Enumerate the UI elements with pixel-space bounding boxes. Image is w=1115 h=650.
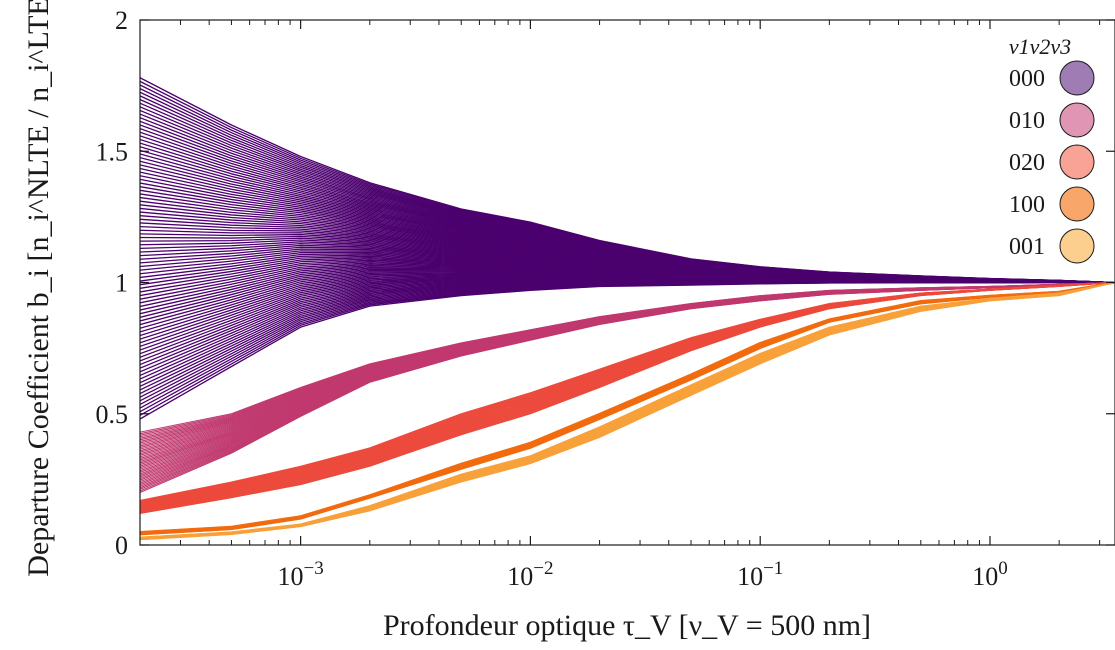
legend-label: 100 (1009, 192, 1045, 218)
y-tick-label: 0 (115, 531, 128, 560)
legend-label: 010 (1009, 108, 1045, 134)
series-001 (140, 282, 1115, 541)
x-tick-label: 10−2 (507, 558, 553, 591)
legend-item-001: 001 (1009, 228, 1095, 264)
y-tick-label: 1.5 (96, 137, 129, 166)
tick-labels-layer: 10−3 10−2 10−1 100 0 0.5 1 1.5 2 (96, 6, 1008, 591)
legend-swatch (1059, 102, 1095, 138)
series-010 (140, 281, 1115, 494)
series-line-000 (140, 77, 1115, 284)
legend-item-000: 000 (1009, 60, 1095, 96)
legend: v1v2v3 000 010 020 100 001 (1009, 34, 1095, 264)
series-line-020 (140, 282, 1115, 501)
y-tick-label: 0.5 (96, 400, 129, 429)
legend-item-010: 010 (1009, 102, 1095, 138)
legend-label: 001 (1009, 234, 1045, 260)
series-layer (140, 77, 1115, 541)
series-020 (140, 282, 1115, 514)
legend-swatch (1059, 186, 1095, 222)
legend-swatch (1059, 60, 1095, 96)
legend-item-020: 020 (1009, 144, 1095, 180)
x-tick-label: 10−3 (278, 558, 324, 591)
series-100 (140, 281, 1115, 536)
series-000 (140, 77, 1115, 420)
legend-label: 020 (1009, 150, 1045, 176)
legend-item-100: 100 (1009, 186, 1095, 222)
legend-items: 000 010 020 100 001 (1009, 60, 1095, 264)
legend-title: v1v2v3 (1009, 34, 1071, 59)
series-line-100 (140, 281, 1115, 533)
series-line-001 (140, 282, 1115, 538)
x-tick-label: 10−1 (737, 558, 783, 591)
ticks-layer (139, 19, 1115, 546)
legend-swatch (1059, 144, 1095, 180)
series-line-010 (140, 281, 1115, 433)
x-tick-label: 100 (972, 558, 1008, 591)
y-axis-label: Departure Coefficient b_i [n_i^NLTE / n_… (22, 0, 55, 577)
legend-label: 000 (1009, 66, 1045, 92)
legend-swatch (1059, 228, 1095, 264)
y-tick-label: 2 (115, 6, 128, 35)
x-axis-label: Profondeur optique τ_V [ν_V = 500 nm] (383, 609, 871, 642)
y-tick-label: 1 (115, 269, 128, 298)
